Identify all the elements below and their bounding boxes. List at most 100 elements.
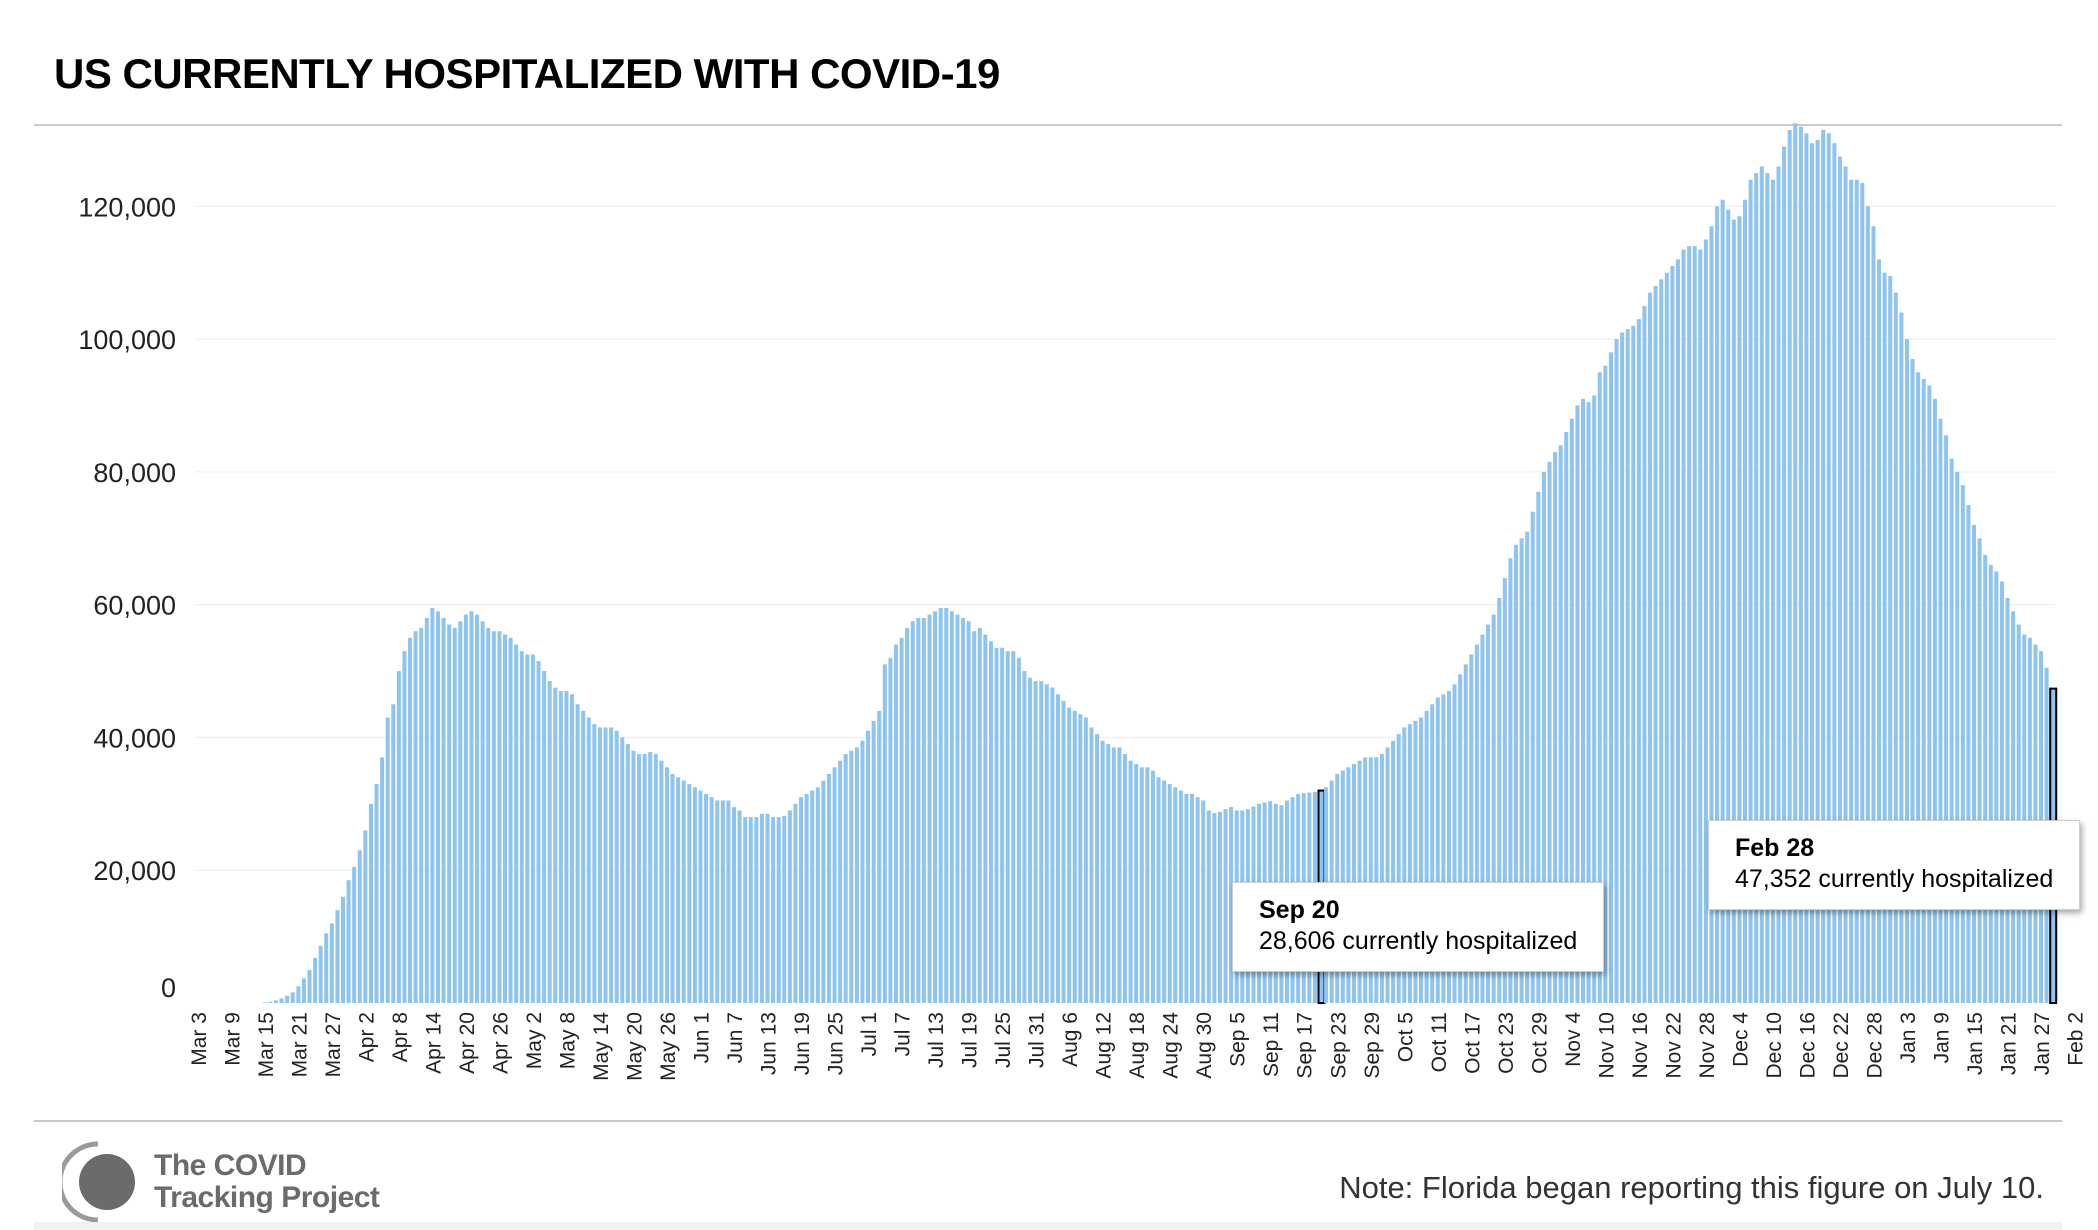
bar[interactable] [519, 651, 524, 1003]
bar[interactable] [1849, 179, 1854, 1003]
bar[interactable] [1865, 206, 1870, 1003]
bar[interactable] [542, 671, 547, 1003]
bar[interactable] [653, 754, 658, 1003]
bar[interactable] [1033, 681, 1038, 1003]
bar[interactable] [1095, 734, 1100, 1003]
bar[interactable] [486, 627, 491, 1003]
bar[interactable] [664, 767, 669, 1003]
bar[interactable] [1195, 797, 1200, 1003]
bar[interactable] [1061, 700, 1066, 1003]
bar[interactable] [1971, 524, 1977, 1003]
bar[interactable] [1150, 770, 1155, 1003]
bar[interactable] [463, 614, 468, 1003]
bar[interactable] [396, 671, 401, 1003]
bar[interactable] [748, 817, 753, 1003]
bar[interactable] [1212, 813, 1217, 1003]
bar[interactable] [1687, 246, 1692, 1004]
bar[interactable] [882, 664, 887, 1003]
bar[interactable] [491, 631, 496, 1003]
bar[interactable] [2022, 634, 2027, 1003]
bar[interactable] [854, 747, 859, 1003]
bar[interactable] [514, 644, 519, 1003]
bar[interactable] [1424, 710, 1429, 1003]
bar[interactable] [799, 797, 804, 1003]
bar[interactable] [1419, 717, 1424, 1003]
bar[interactable] [586, 717, 591, 1003]
bar[interactable] [1044, 684, 1049, 1003]
bar[interactable] [1614, 339, 1619, 1004]
bar[interactable] [1363, 757, 1368, 1003]
bar[interactable] [1106, 744, 1111, 1003]
bar[interactable] [424, 617, 429, 1003]
bar[interactable] [737, 810, 742, 1003]
bar[interactable] [268, 1001, 273, 1003]
bar[interactable] [843, 754, 848, 1003]
bar[interactable] [1592, 395, 1597, 1003]
bar[interactable] [1569, 418, 1574, 1003]
bar[interactable] [570, 694, 575, 1003]
bar[interactable] [1916, 372, 1921, 1003]
bar[interactable] [1474, 644, 1479, 1003]
bar[interactable] [1100, 740, 1105, 1003]
bar[interactable] [475, 614, 480, 1003]
bar[interactable] [1742, 199, 1748, 1003]
bar[interactable] [452, 627, 457, 1003]
bar[interactable] [631, 750, 636, 1003]
bar[interactable] [815, 787, 820, 1003]
bar[interactable] [1530, 511, 1535, 1003]
bar[interactable] [1452, 684, 1457, 1003]
bar[interactable] [447, 624, 452, 1003]
bar[interactable] [921, 617, 926, 1003]
bar[interactable] [525, 654, 530, 1003]
bar[interactable] [1793, 123, 1798, 1003]
bar[interactable] [1223, 809, 1228, 1003]
bar[interactable] [1206, 810, 1211, 1003]
bar[interactable] [458, 621, 463, 1003]
bar[interactable] [1173, 787, 1178, 1003]
bar[interactable] [368, 803, 373, 1003]
bar[interactable] [1653, 285, 1658, 1004]
bar[interactable] [391, 704, 396, 1003]
bar[interactable] [1519, 538, 1524, 1003]
bar[interactable] [888, 657, 893, 1003]
bar[interactable] [1491, 614, 1496, 1003]
bar[interactable] [1692, 246, 1697, 1004]
bar[interactable] [1396, 734, 1401, 1003]
bar[interactable] [1843, 166, 1848, 1003]
bar[interactable] [2005, 598, 2010, 1003]
bar[interactable] [1558, 445, 1563, 1003]
bar[interactable] [1402, 727, 1407, 1003]
bar[interactable] [765, 813, 770, 1003]
bar[interactable] [1787, 129, 1792, 1004]
bar[interactable] [1770, 179, 1775, 1003]
bar[interactable] [1201, 800, 1206, 1003]
bar[interactable] [558, 690, 563, 1003]
bar[interactable] [1435, 697, 1440, 1003]
bar[interactable] [687, 783, 692, 1003]
bar[interactable] [1055, 694, 1060, 1003]
bar[interactable] [1078, 714, 1083, 1003]
bar[interactable] [899, 637, 904, 1003]
bar[interactable] [363, 830, 368, 1003]
bar[interactable] [609, 727, 614, 1003]
bar[interactable] [413, 631, 418, 1003]
bar[interactable] [659, 760, 664, 1003]
bar[interactable] [597, 727, 602, 1003]
bar[interactable] [692, 787, 697, 1003]
bar[interactable] [285, 995, 290, 1003]
bar[interactable] [1407, 724, 1412, 1003]
bar[interactable] [1391, 740, 1396, 1003]
bar[interactable] [1882, 272, 1887, 1004]
bar[interactable] [754, 817, 759, 1003]
bar[interactable] [860, 740, 865, 1003]
bar[interactable] [743, 817, 748, 1003]
bar[interactable] [1904, 339, 1909, 1004]
bar[interactable] [1966, 505, 1971, 1003]
bar[interactable] [905, 627, 910, 1003]
bar[interactable] [1178, 790, 1183, 1003]
bar[interactable] [787, 810, 792, 1003]
bar[interactable] [1117, 747, 1122, 1003]
bar[interactable] [1670, 266, 1675, 1003]
bar[interactable] [313, 957, 318, 1003]
bar[interactable] [1603, 365, 1608, 1003]
